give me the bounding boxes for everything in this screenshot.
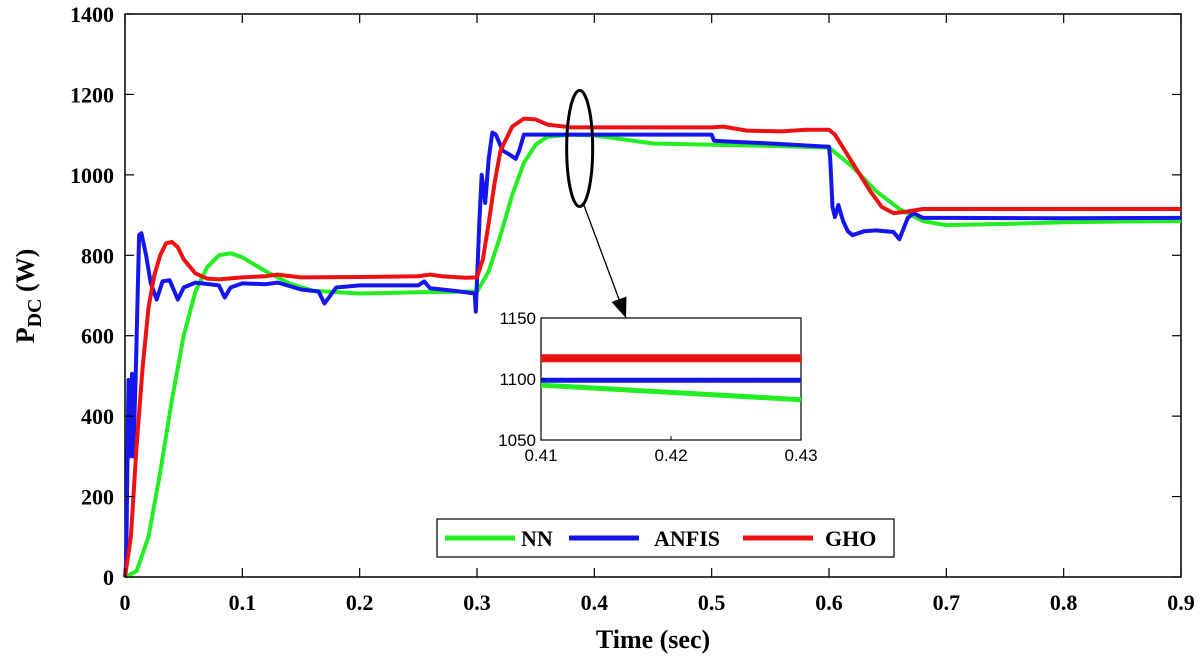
inset-x-tick-label: 0.41 xyxy=(524,446,557,465)
y-tick-label: 1000 xyxy=(70,163,114,188)
x-tick-label: 0.5 xyxy=(698,590,726,615)
inset-series-line-nn xyxy=(540,382,802,403)
y-tick-label: 200 xyxy=(81,485,114,510)
inset-y-tick-label: 1050 xyxy=(498,431,536,450)
legend-label-gho: GHO xyxy=(825,526,876,551)
y-axis-title-main: P xyxy=(11,327,40,343)
legend-label-anfis: ANFIS xyxy=(654,526,720,551)
y-tick-label: 0 xyxy=(103,565,114,590)
y-tick-label: 1400 xyxy=(70,2,114,27)
legend: NN ANFIS GHO xyxy=(436,518,895,558)
y-tick-label: 400 xyxy=(81,404,114,429)
y-tick-label: 800 xyxy=(81,243,114,268)
x-axis-ticks: 0 0.1 0.2 0.3 0.4 0.5 0.6 0.7 0.8 0.9 xyxy=(120,14,1195,615)
inset-y-tick-label: 1100 xyxy=(499,370,536,389)
legend-label-nn: NN xyxy=(521,526,553,551)
series-line-gho xyxy=(123,116,1181,578)
inset-x-tick-label: 0.42 xyxy=(654,446,687,465)
inset-x-tick-label: 0.43 xyxy=(784,446,817,465)
zoom-arrow-head xyxy=(611,296,627,318)
x-tick-label: 0.9 xyxy=(1167,590,1195,615)
y-axis-ticks: 0 200 400 600 800 1000 1200 1400 xyxy=(70,2,1181,590)
inset-series-group xyxy=(540,354,802,403)
x-tick-label: 0.4 xyxy=(581,590,609,615)
y-tick-label: 600 xyxy=(81,324,114,349)
x-tick-label: 0.2 xyxy=(346,590,374,615)
series-line-anfis xyxy=(123,130,1182,578)
y-axis-title-sub: DC xyxy=(24,299,46,328)
svg-text:PDC (W): PDC (W) xyxy=(11,249,46,344)
y-axis-title-unit: (W) xyxy=(11,249,40,299)
series-line-nn xyxy=(124,132,1182,579)
plot-area xyxy=(124,13,1182,578)
x-tick-label: 0.8 xyxy=(1050,590,1078,615)
x-tick-label: 0 xyxy=(120,590,131,615)
inset-plot: 0.41 0.42 0.43 1050 1100 1150 xyxy=(498,309,817,465)
x-axis-title: Time (sec) xyxy=(596,625,710,654)
y-tick-label: 1200 xyxy=(70,82,114,107)
zoom-arrow-line xyxy=(583,204,627,319)
y-axis-title: PDC (W) xyxy=(11,249,46,344)
inset-ticks: 0.41 0.42 0.43 1050 1100 1150 xyxy=(498,309,817,465)
zoom-annotation xyxy=(565,89,627,319)
main-series-group xyxy=(123,116,1182,579)
x-tick-label: 0.6 xyxy=(815,590,843,615)
x-tick-label: 0.1 xyxy=(229,590,257,615)
x-tick-label: 0.3 xyxy=(463,590,491,615)
inset-y-tick-label: 1150 xyxy=(499,309,536,328)
zoom-ellipse xyxy=(565,89,595,209)
x-tick-label: 0.7 xyxy=(933,590,961,615)
